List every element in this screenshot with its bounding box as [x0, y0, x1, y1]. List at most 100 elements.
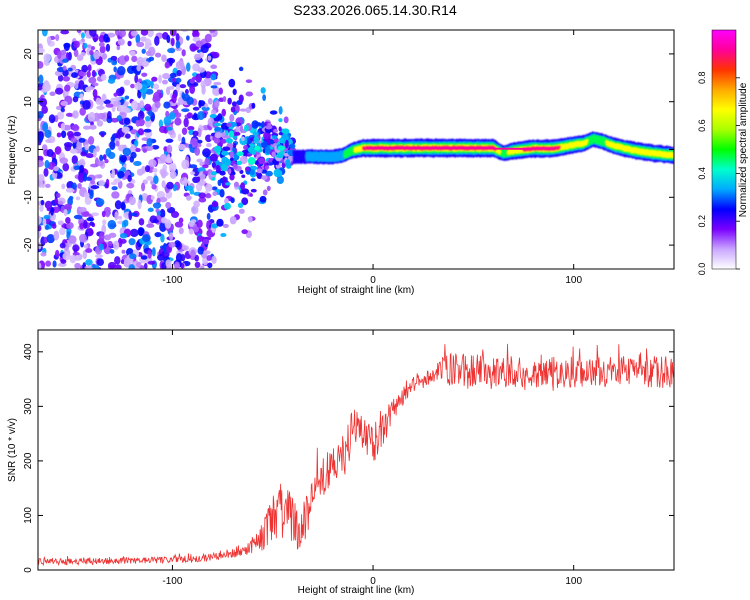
noise-blob — [137, 226, 145, 237]
noise-blob — [116, 66, 126, 76]
noise-blob — [113, 66, 117, 73]
noise-blob — [190, 171, 196, 176]
transition-blob — [220, 138, 227, 144]
noise-blobs — [38, 30, 221, 269]
noise-blob — [85, 176, 93, 181]
noise-blob — [62, 58, 69, 63]
noise-blob — [107, 240, 113, 247]
noise-blob — [152, 91, 161, 102]
noise-blob — [178, 227, 184, 235]
transition-bright-blob — [214, 126, 222, 132]
noise-blob — [101, 93, 107, 102]
noise-blob — [185, 185, 194, 191]
noise-blob — [44, 129, 52, 138]
noise-blob — [45, 139, 52, 143]
transition-blob — [210, 85, 218, 89]
transition-blob — [239, 108, 247, 112]
transition-bright-blob — [281, 128, 290, 135]
noise-blob — [84, 144, 89, 151]
noise-blob — [111, 186, 118, 191]
noise-blob — [174, 112, 182, 118]
noise-blob — [105, 103, 114, 108]
noise-blob — [45, 260, 52, 267]
transition-blob — [229, 151, 235, 158]
transition-blob — [229, 216, 237, 225]
transition-blob — [214, 122, 222, 127]
noise-blob — [177, 133, 182, 142]
noise-blob — [98, 34, 105, 43]
noise-blob — [160, 170, 167, 179]
noise-blob — [137, 110, 145, 121]
noise-blob — [138, 218, 145, 226]
noise-blob — [111, 191, 120, 199]
transition-blob — [224, 197, 229, 205]
noise-blob — [126, 182, 135, 189]
transition-blob — [252, 131, 259, 136]
snr-plot-area — [38, 343, 674, 567]
noise-blob — [171, 211, 180, 219]
transition-blob — [256, 172, 263, 180]
noise-blob — [141, 182, 146, 192]
noise-blob — [159, 208, 166, 219]
noise-blob — [122, 144, 127, 149]
noise-blob — [97, 160, 104, 167]
noise-blob — [73, 165, 81, 171]
transition-blob — [241, 229, 248, 235]
noise-blob — [197, 246, 205, 255]
noise-blob — [44, 225, 50, 231]
noise-blob — [111, 168, 116, 179]
noise-blob — [168, 232, 174, 241]
noise-blob — [114, 96, 122, 101]
noise-blob — [88, 124, 97, 130]
noise-blob — [98, 179, 105, 187]
noise-blob — [169, 162, 177, 173]
transition-bright-blob — [236, 160, 243, 166]
transition-blob — [210, 73, 217, 81]
transition-blob — [278, 118, 283, 123]
transition-blob — [224, 182, 231, 186]
noise-blob — [64, 84, 71, 92]
transition-blob — [273, 138, 279, 143]
noise-blob — [112, 240, 120, 250]
noise-blob — [172, 184, 177, 192]
noise-blob — [99, 231, 105, 242]
noise-blob — [206, 212, 211, 220]
noise-blob — [136, 41, 145, 48]
noise-blob — [165, 86, 171, 96]
noise-blob — [57, 220, 64, 226]
noise-blob — [73, 214, 83, 220]
noise-blob — [196, 176, 201, 183]
y-tick-label: 200 — [23, 452, 34, 469]
noise-blob — [82, 249, 88, 260]
transition-blob — [245, 91, 254, 97]
noise-blob — [186, 35, 190, 41]
noise-blob — [194, 261, 201, 269]
y-tick-label: 300 — [23, 398, 34, 415]
noise-blob — [163, 101, 171, 109]
noise-blob — [129, 50, 136, 57]
transition-blob — [237, 202, 244, 209]
noise-blob — [119, 154, 127, 163]
noise-blob — [54, 87, 64, 95]
noise-blob — [125, 133, 131, 139]
noise-blob — [196, 219, 203, 228]
noise-blob — [129, 253, 137, 260]
noise-blob — [83, 244, 89, 249]
noise-blob — [98, 243, 105, 251]
noise-blob — [55, 105, 62, 111]
transition-blob — [222, 95, 227, 103]
transition-blob — [261, 121, 265, 129]
noise-blob — [134, 74, 139, 84]
noise-blob — [169, 170, 177, 180]
noise-blob — [147, 207, 154, 213]
noise-blob — [99, 45, 106, 54]
noise-blob — [75, 254, 80, 262]
noise-blob — [38, 74, 44, 84]
noise-blob — [209, 30, 216, 33]
noise-blob — [85, 258, 93, 266]
noise-blob — [71, 72, 79, 79]
snr-x-axis-label: Height of straight line (km) — [298, 585, 415, 596]
transition-blob — [214, 159, 220, 167]
noise-blob — [60, 49, 67, 56]
noise-blob — [90, 121, 94, 126]
